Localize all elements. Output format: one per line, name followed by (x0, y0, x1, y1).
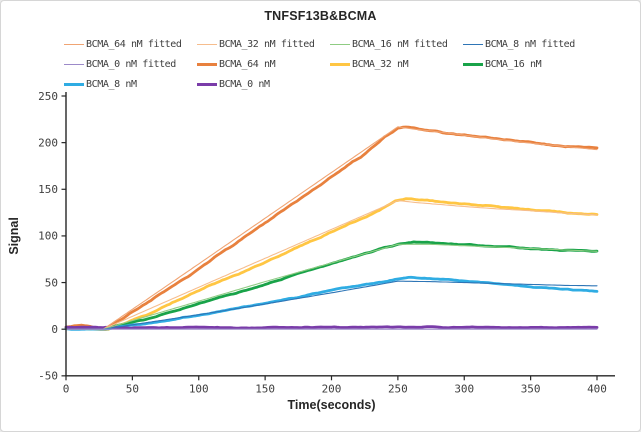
series-path-bcma-64-nm (64, 125, 599, 331)
legend-swatch-box (197, 82, 217, 87)
series-path-bcma-32-nm (64, 197, 599, 331)
y-axis-title: Signal (7, 217, 21, 255)
x-tick-label: 200 (322, 382, 342, 395)
legend-line-swatch (330, 62, 350, 67)
legend-item-bcma-32-nm-fitted: BCMA_32 nM fitted (197, 37, 330, 52)
y-tick-label: 0 (51, 323, 58, 336)
x-tick-label: 350 (521, 382, 541, 395)
legend-swatch-box (197, 43, 217, 46)
legend-item-bcma-64-nm: BCMA_64 nM (197, 57, 330, 72)
legend-swatch-box (197, 62, 217, 67)
y-tick-label: 100 (38, 230, 58, 243)
series-path-bcma-16-nm-fitted (65, 243, 598, 330)
x-axis-title: Time(seconds) (288, 398, 376, 412)
legend-line-swatch (197, 82, 217, 87)
legend-swatch-box (330, 62, 350, 67)
x-tick-label: 250 (388, 382, 408, 395)
legend-label: BCMA_16 nM fitted (352, 39, 448, 50)
legend-label: BCMA_0 nM (219, 79, 270, 90)
legend-label: BCMA_32 nM (352, 59, 409, 70)
legend-label: BCMA_8 nM (86, 79, 137, 90)
series-path-bcma-0-nm (64, 325, 599, 330)
series-path-bcma-8-nm (64, 275, 599, 331)
legend: BCMA_64 nM fitted BCMA_32 nM fitted BCMA_1… (64, 37, 614, 92)
legend-swatch-box (330, 43, 350, 46)
legend-line-swatch (197, 43, 217, 46)
legend-swatch-box (64, 43, 84, 46)
x-tick-label: 50 (126, 382, 139, 395)
legend-label: BCMA_64 nM (219, 59, 276, 70)
x-tick-label: 0 (63, 382, 70, 395)
legend-line-swatch (197, 62, 217, 67)
legend-item-bcma-32-nm: BCMA_32 nM (330, 57, 463, 72)
legend-swatch-box (64, 82, 84, 87)
series-path-bcma-64-nm-fitted (65, 126, 598, 330)
y-tick-label: -50 (38, 370, 58, 383)
y-tick-label: 250 (38, 90, 58, 103)
x-tick-label: 100 (189, 382, 209, 395)
legend-line-swatch (463, 43, 483, 46)
legend-label: BCMA_8 nM fitted (485, 39, 575, 50)
y-tick-label: 150 (38, 183, 58, 196)
legend-line-swatch (330, 43, 350, 46)
legend-label: BCMA_0 nM fitted (86, 59, 176, 70)
legend-swatch-box (463, 43, 483, 46)
series-path-bcma-8-nm-fitted (65, 280, 598, 330)
legend-item-bcma-0-nm: BCMA_0 nM (197, 77, 330, 92)
series-path-bcma-32-nm-fitted (65, 199, 598, 330)
x-tick-label: 400 (587, 382, 607, 395)
legend-line-swatch (64, 82, 84, 87)
legend-item-bcma-64-nm-fitted: BCMA_64 nM fitted (64, 37, 197, 52)
legend-item-bcma-0-nm-fitted: BCMA_0 nM fitted (64, 57, 197, 72)
x-tick-label: 300 (454, 382, 474, 395)
legend-swatch-box (463, 62, 483, 67)
legend-line-swatch (64, 63, 84, 66)
y-tick-label: 200 (38, 136, 58, 149)
legend-line-swatch (64, 43, 84, 46)
legend-swatch-box (64, 63, 84, 66)
legend-line-swatch (463, 62, 483, 67)
legend-item-bcma-16-nm: BCMA_16 nM (463, 57, 596, 72)
y-tick-label: 50 (45, 276, 58, 289)
x-tick-label: 150 (255, 382, 275, 395)
legend-item-bcma-8-nm-fitted: BCMA_8 nM fitted (463, 37, 596, 52)
chart-title: TNFSF13B&BCMA (264, 9, 377, 23)
series-path-bcma-16-nm (64, 240, 599, 331)
legend-item-bcma-16-nm-fitted: BCMA_16 nM fitted (330, 37, 463, 52)
legend-label: BCMA_16 nM (485, 59, 542, 70)
legend-label: BCMA_32 nM fitted (219, 39, 315, 50)
legend-item-bcma-8-nm: BCMA_8 nM (64, 77, 197, 92)
legend-label: BCMA_64 nM fitted (86, 39, 182, 50)
